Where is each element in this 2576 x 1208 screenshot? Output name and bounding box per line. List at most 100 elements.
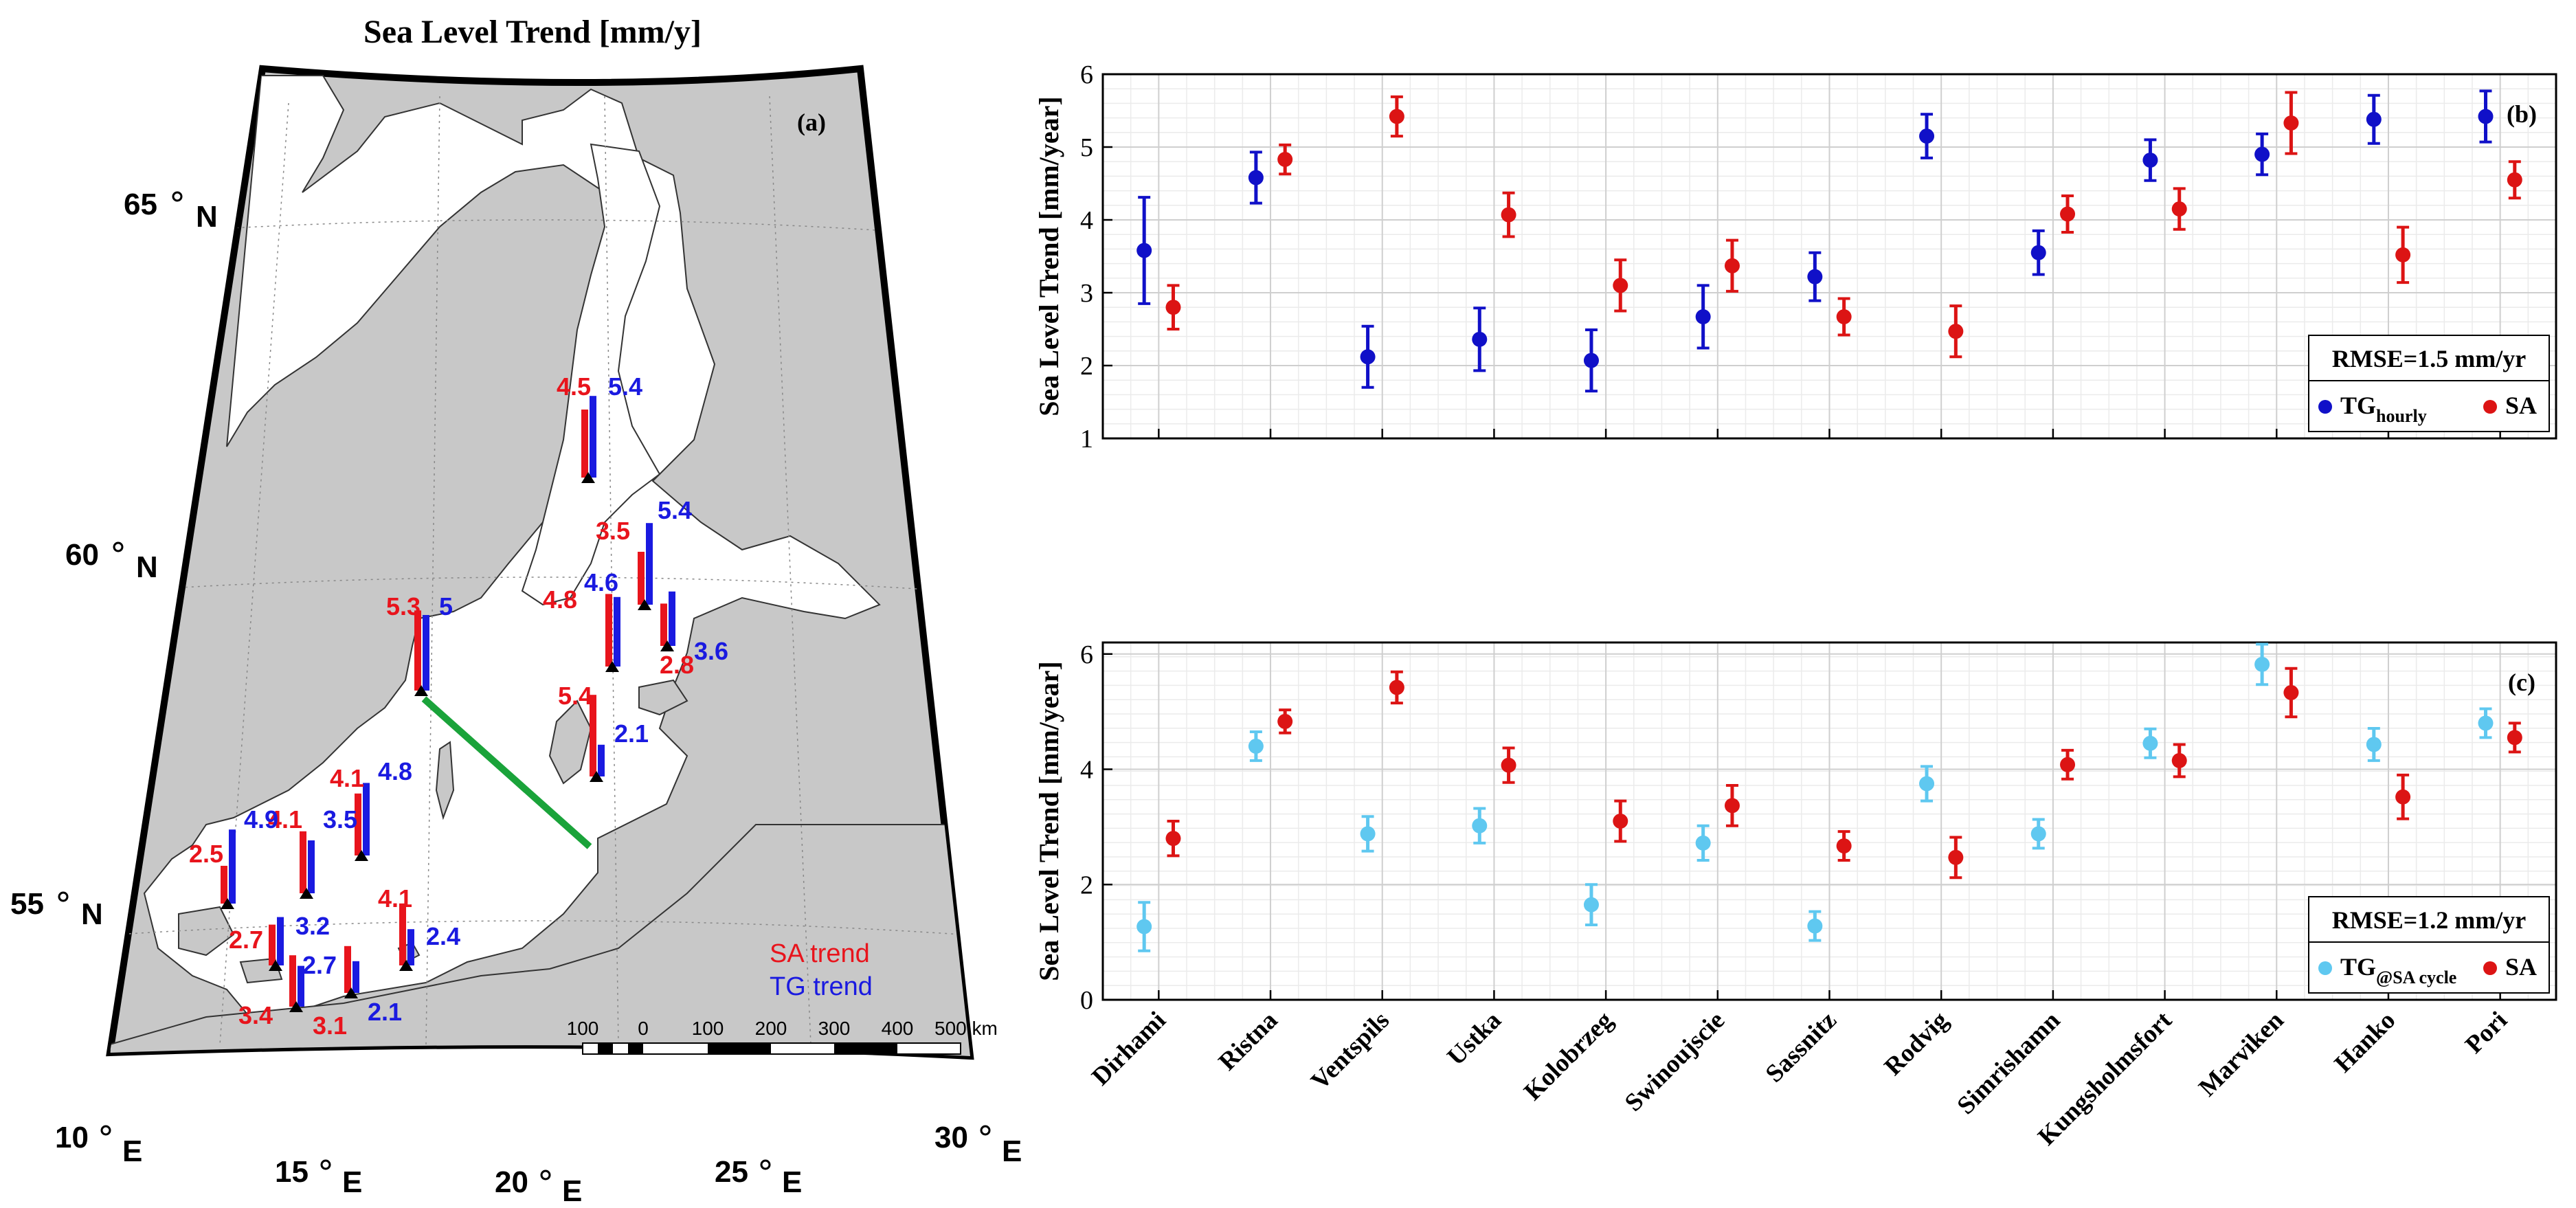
station-tg-bar xyxy=(669,591,675,646)
oland-island xyxy=(435,741,455,820)
data-point xyxy=(1360,349,1376,365)
x-tick-label: Kolobrzeg xyxy=(1519,1006,1619,1106)
y-tick-label: 6 xyxy=(1080,60,1093,89)
y-tick-label: 2 xyxy=(1080,352,1093,381)
data-point xyxy=(2171,201,2187,217)
station-sa-bar xyxy=(355,793,361,855)
data-point xyxy=(1165,831,1181,847)
station-tg-label: 2.1 xyxy=(614,719,649,748)
station-tg-bar xyxy=(352,961,359,993)
data-point xyxy=(1948,324,1964,339)
data-point xyxy=(2254,146,2270,162)
data-point xyxy=(1501,757,1516,773)
station-sa-label: 2.5 xyxy=(189,840,223,868)
station-tg-label: 5 xyxy=(439,592,453,620)
x-tick-label: Sassnitz xyxy=(1760,1006,1842,1088)
station-marker-icon xyxy=(590,771,603,782)
svg-text:N: N xyxy=(81,897,103,931)
data-point xyxy=(1919,128,1935,144)
graticule xyxy=(116,96,963,1045)
y-tick-label: 4 xyxy=(1080,756,1093,785)
lon-label-15: 15 E xyxy=(275,1155,362,1199)
data-point xyxy=(2030,245,2046,260)
scale-label: 100 xyxy=(692,1018,724,1039)
saaremaa-island xyxy=(638,679,688,716)
southern-coast-land xyxy=(110,824,970,1056)
data-point xyxy=(1613,278,1628,293)
data-point xyxy=(2507,172,2522,188)
data-point xyxy=(1836,309,1852,324)
data-point xyxy=(2395,247,2411,262)
data-point xyxy=(1583,897,1599,913)
data-point xyxy=(1389,680,1404,695)
station-tg-bar xyxy=(598,744,605,776)
series-1 xyxy=(1165,91,2522,359)
data-point xyxy=(1277,713,1293,729)
rmse-annotation: RMSE=1.2 mm/yr xyxy=(2332,906,2527,934)
y-axis-label: Sea Level Trend [mm/year] xyxy=(1033,96,1064,416)
svg-text:20: 20 xyxy=(495,1165,528,1199)
station-tg-label: 5.4 xyxy=(608,372,642,401)
station-sa-label: 5.4 xyxy=(558,682,592,710)
data-point xyxy=(2060,206,2076,222)
station-sa-label: 5.3 xyxy=(386,592,421,620)
station-marker-icon xyxy=(605,661,619,672)
svg-text:60: 60 xyxy=(65,538,99,572)
svg-text:E: E xyxy=(122,1134,142,1168)
scale-label: 0 xyxy=(638,1018,649,1039)
station-sa-bar xyxy=(300,831,306,893)
map-panel-label: (a) xyxy=(797,109,826,136)
svg-text:N: N xyxy=(196,200,218,234)
y-tick-label: 5 xyxy=(1080,133,1093,162)
data-point xyxy=(2254,656,2270,672)
station-sa-bar xyxy=(638,552,645,605)
station-sa-label: 4.5 xyxy=(557,372,591,401)
station-marker-icon xyxy=(660,640,674,651)
station-sa-label: 3.5 xyxy=(596,517,630,545)
svg-text:E: E xyxy=(782,1165,802,1199)
station-sa-bar xyxy=(399,903,406,965)
data-point xyxy=(1724,258,1740,273)
rmse-annotation: RMSE=1.5 mm/yr xyxy=(2332,345,2527,372)
panel-label: (c) xyxy=(2508,669,2535,696)
legend-marker xyxy=(2483,400,2497,414)
station-marker-icon xyxy=(399,960,413,971)
x-tick-label: Dirhami xyxy=(1086,1006,1171,1090)
station-sa-label: 2.8 xyxy=(660,651,694,679)
station-sa-bar xyxy=(660,603,667,646)
data-point xyxy=(1165,300,1181,315)
svg-text:E: E xyxy=(1002,1134,1022,1168)
data-point xyxy=(2142,735,2158,751)
legend-tg-trend: TG trend xyxy=(770,972,873,1001)
svg-text:N: N xyxy=(136,550,158,584)
station-sa-bar xyxy=(344,946,351,993)
svg-text:55: 55 xyxy=(10,887,44,921)
gotland-island xyxy=(548,700,592,785)
svg-text:25: 25 xyxy=(715,1155,748,1189)
lon-label-20: 20 E xyxy=(495,1165,582,1208)
y-tick-label: 3 xyxy=(1080,279,1093,308)
station-sa-bar xyxy=(289,955,296,1007)
station-sa-bar xyxy=(269,924,276,965)
station-tg-bar xyxy=(590,396,596,478)
data-point xyxy=(2030,826,2046,842)
scale-label: 200 xyxy=(755,1018,787,1039)
x-tick-label: Pori xyxy=(2460,1006,2513,1059)
legend-label: SA xyxy=(2505,953,2537,981)
data-point xyxy=(1248,170,1264,186)
station-tg-label: 2.1 xyxy=(368,998,402,1026)
y-tick-label: 2 xyxy=(1080,871,1093,899)
station-tg-bar xyxy=(298,965,304,1007)
station-tg-bar xyxy=(277,917,284,965)
scale-label: 100 xyxy=(567,1018,599,1039)
series-1 xyxy=(1165,667,2522,880)
station-sa-label: 4.1 xyxy=(378,884,412,913)
x-tick-label: Simrishamn xyxy=(1952,1006,2066,1120)
station-tg-label: 3.5 xyxy=(323,805,357,834)
station-sa-bar xyxy=(605,594,612,667)
data-point xyxy=(1136,243,1152,258)
station-sa-bar xyxy=(581,410,588,478)
lat-label-55: 55 N xyxy=(10,887,103,931)
station-sa-label: 2.7 xyxy=(229,926,263,954)
data-point xyxy=(2478,715,2494,731)
